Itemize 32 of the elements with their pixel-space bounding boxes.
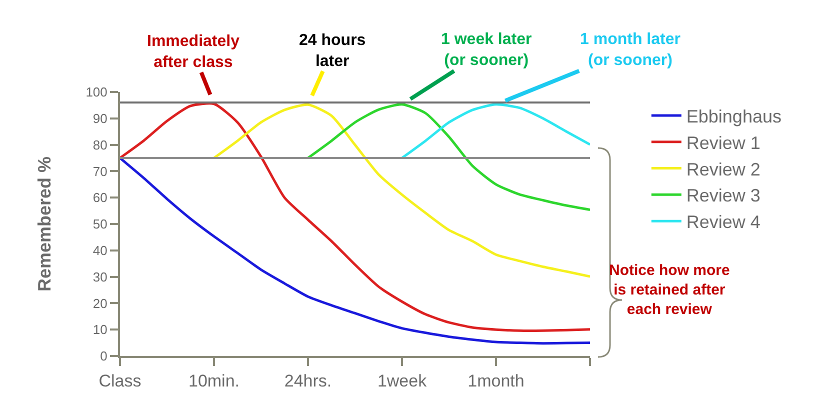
y-tick-label: 20 — [92, 296, 108, 311]
y-tick-label: 90 — [92, 110, 108, 126]
x-tick-label: 24hrs. — [284, 371, 332, 390]
legend-label: Ebbinghaus — [686, 106, 782, 126]
annotation: 1 week later (or sooner) — [441, 31, 532, 69]
y-tick-label: 40 — [92, 242, 108, 258]
legend-label: Review 3 — [686, 186, 760, 206]
line-series — [212, 103, 590, 278]
legend-label: Review 2 — [686, 159, 760, 180]
annotation: Immediately after class — [147, 33, 240, 71]
y-tick-label: 80 — [92, 137, 108, 152]
legend-label: Review 1 — [686, 132, 760, 153]
annotation: 1 month later (or sooner) — [580, 31, 680, 69]
x-tick-label: 1week — [377, 371, 428, 390]
line-series — [400, 103, 590, 160]
text: Notice how more is retained after each review — [609, 262, 730, 318]
legend-label: Review 4 — [686, 212, 760, 232]
y-tick-label: 70 — [92, 164, 108, 179]
annotation: 24 hours later — [299, 32, 366, 70]
y-tick-label: 30 — [92, 269, 108, 284]
y-tick-label: 50 — [92, 216, 108, 232]
y-tick-label: 0 — [100, 348, 108, 364]
x-tick-label: 10min. — [188, 371, 240, 390]
y-tick-label: 100 — [86, 84, 108, 100]
line-series — [306, 103, 590, 211]
x-tick-label: Class — [98, 371, 142, 390]
x-tick-label: 1month — [468, 371, 524, 390]
line-series — [120, 156, 590, 345]
y-tick-label: 10 — [92, 322, 108, 338]
y-tick-label: 60 — [92, 190, 108, 206]
line-series — [120, 102, 590, 332]
y-axis-title: Remembered % — [34, 156, 54, 292]
